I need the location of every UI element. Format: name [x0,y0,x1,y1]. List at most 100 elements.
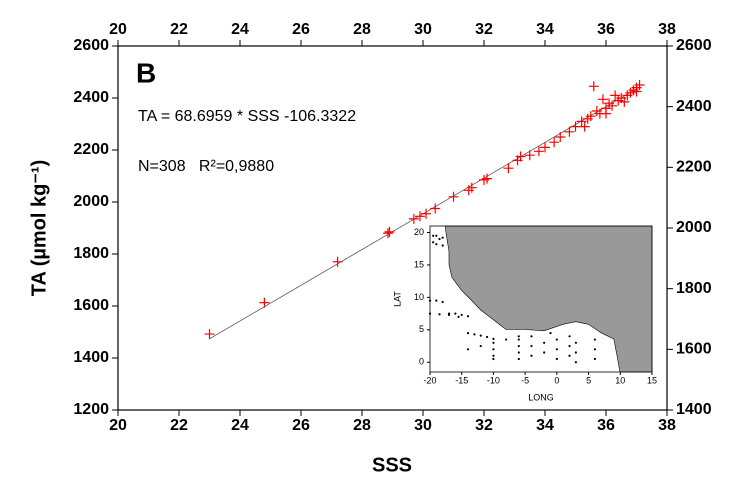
x-tick-label: 30 [414,417,432,434]
y-tick-label: 20 [414,227,424,237]
station [543,351,546,354]
station [441,300,444,304]
station [479,334,482,337]
x-tick-label: 36 [597,417,615,434]
x-tick-label: 38 [658,417,676,434]
station [435,234,438,237]
point [482,173,493,184]
x2-tick-label: 26 [292,21,310,38]
point [421,208,432,219]
x-tick-label: 5 [586,375,591,385]
y-tick-label: 0 [419,357,424,367]
land [444,225,653,373]
point [259,297,270,308]
station [593,338,597,341]
station [568,335,571,338]
station [530,335,533,338]
point [414,211,425,222]
station [441,244,444,247]
y-tick-label: 2400 [73,89,109,106]
point [601,108,611,119]
station [593,357,597,361]
point [610,90,621,101]
point [515,151,526,162]
station [517,351,520,354]
point [503,163,514,174]
x2-tick-label: 34 [536,21,554,38]
y-tick-label: 1200 [73,401,109,418]
y2-tick-label: 1400 [676,401,712,418]
point [579,121,590,132]
fit-line [209,86,640,340]
station [505,338,508,341]
x2-tick-label: 28 [353,21,371,38]
point [540,142,550,153]
station [473,333,476,336]
x2-tick-label: 30 [414,21,432,38]
station [466,331,470,335]
x2-tick-label: 36 [597,21,615,38]
y-tick-label: 1600 [73,297,109,314]
point [430,203,441,214]
station [555,348,558,351]
point [466,182,477,193]
x-tick-label: 10 [615,375,625,385]
point [448,191,459,202]
y-tick-label: 15 [414,259,424,269]
station [543,341,546,344]
equation: TA = 68.6959 * SSS -106.3322 [138,108,356,125]
station [492,354,495,357]
station [568,354,571,357]
station [530,344,533,348]
station [574,351,577,354]
station [517,338,520,341]
inset-y-label: LAT [392,291,402,307]
station [432,234,435,237]
point [204,329,215,340]
station [435,243,438,246]
station [438,313,441,316]
x2-tick-label: 20 [109,21,127,38]
y-tick-label: 10 [414,292,424,302]
point [607,100,618,111]
x-tick-label: -10 [487,375,500,385]
y-axis-label: TA (µmol kg⁻¹) [28,160,50,297]
x-tick-label: 15 [647,375,657,385]
station [555,357,558,361]
point [570,121,581,132]
station [517,335,520,338]
station [530,354,533,357]
station [492,348,495,351]
station [460,313,463,316]
station [447,313,451,316]
point [533,146,544,157]
station [466,315,470,318]
station [492,337,495,341]
y-tick-label: 5 [419,324,424,334]
station [517,344,520,348]
station [593,348,597,351]
station [492,357,495,361]
station [432,241,435,244]
plot-frame [429,225,653,373]
y-tick-label: 2200 [73,141,109,158]
x2-tick-label: 22 [170,21,188,38]
point [549,137,560,148]
x-tick-label: -15 [455,375,468,385]
station [485,335,489,339]
y2-tick-label: 1800 [676,280,712,297]
y-tick-label: 2600 [73,37,109,54]
x-tick-label: 34 [536,417,554,434]
x-tick-label: 22 [170,417,188,434]
x2-tick-label: 32 [475,21,493,38]
station [479,344,482,348]
station [574,361,577,364]
point [588,81,599,92]
y2-tick-label: 2600 [676,37,712,54]
x2-tick-label: 38 [658,21,676,38]
point [631,86,642,97]
point [384,226,395,237]
station [428,312,432,315]
panel-letter: B [136,57,156,88]
